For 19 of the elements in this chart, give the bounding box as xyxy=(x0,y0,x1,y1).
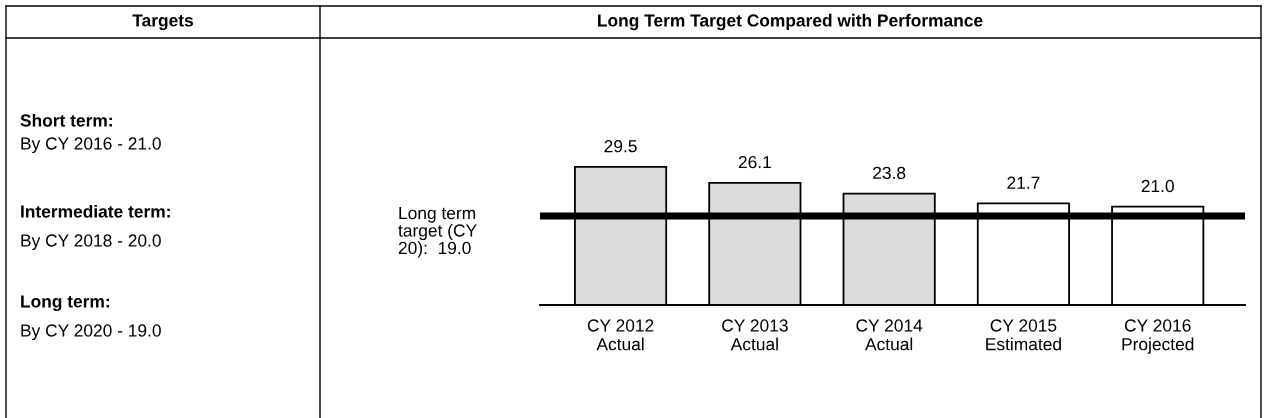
x-tick-label: CY 2012 Actual xyxy=(587,319,654,351)
text: By CY 2016 - 21.0 xyxy=(21,137,161,154)
text: By CY 2020 - 19.0 xyxy=(21,324,161,341)
data-label: 26.1 xyxy=(738,155,771,169)
text: Targets xyxy=(132,14,194,31)
text: By CY 2018 - 20.0 xyxy=(21,234,161,251)
data-label: 21.7 xyxy=(1007,176,1040,189)
text: Long term: xyxy=(21,295,109,312)
chart-title: Long Term Target Compared with Performance xyxy=(598,13,983,31)
x-tick-label: CY 2015 Estimated xyxy=(986,319,1061,351)
x-tick-label: CY 2016 Projected xyxy=(1122,319,1194,354)
data-label: 29.5 xyxy=(604,140,637,153)
data-label: 21.0 xyxy=(1141,179,1174,193)
data-label: 23.8 xyxy=(873,166,906,180)
text: Short term: xyxy=(20,113,112,127)
ref-line-label: Long term target (CY 20): 19.0 xyxy=(398,207,477,258)
x-tick-label: CY 2013 Actual xyxy=(722,319,788,351)
x-tick-label: CY 2014 Actual xyxy=(856,319,923,351)
text: Intermediate term: xyxy=(21,204,170,218)
